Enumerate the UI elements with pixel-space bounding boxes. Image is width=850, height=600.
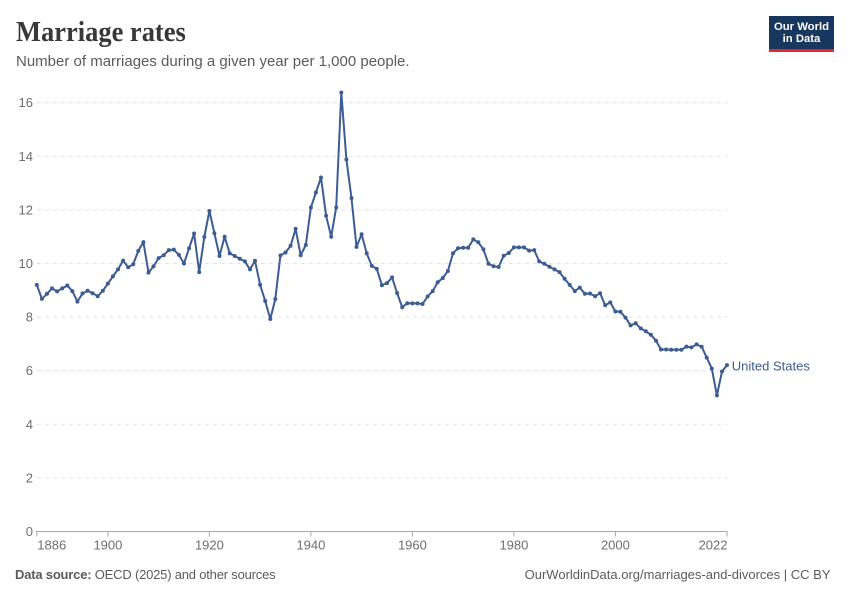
svg-text:8: 8 — [26, 310, 33, 325]
svg-text:2022: 2022 — [699, 538, 728, 553]
svg-text:16: 16 — [19, 95, 33, 110]
svg-text:6: 6 — [26, 363, 33, 378]
svg-text:12: 12 — [19, 202, 33, 217]
svg-text:United States: United States — [732, 358, 811, 373]
svg-text:1940: 1940 — [296, 538, 325, 553]
svg-text:2000: 2000 — [601, 538, 630, 553]
svg-text:1900: 1900 — [93, 538, 122, 553]
svg-text:1960: 1960 — [398, 538, 427, 553]
svg-text:1886: 1886 — [37, 538, 66, 553]
svg-text:1980: 1980 — [499, 538, 528, 553]
svg-text:1920: 1920 — [195, 538, 224, 553]
svg-text:10: 10 — [19, 256, 33, 271]
svg-text:4: 4 — [26, 417, 33, 432]
svg-text:14: 14 — [19, 149, 33, 164]
svg-text:0: 0 — [26, 524, 33, 539]
svg-text:2: 2 — [26, 470, 33, 485]
